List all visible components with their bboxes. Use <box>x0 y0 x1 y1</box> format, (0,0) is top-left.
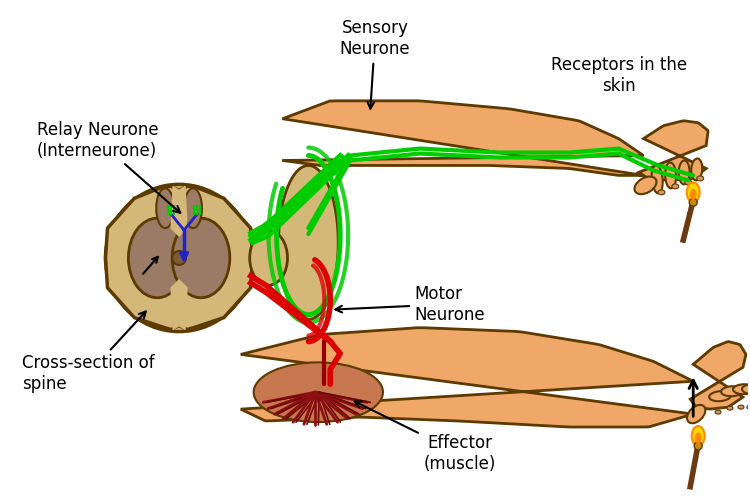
Ellipse shape <box>692 426 705 446</box>
Text: Relay Neurone
(Interneurone): Relay Neurone (Interneurone) <box>37 120 180 213</box>
Polygon shape <box>690 342 746 409</box>
Ellipse shape <box>715 410 721 414</box>
Polygon shape <box>106 186 253 330</box>
Ellipse shape <box>687 182 700 203</box>
Ellipse shape <box>672 184 679 189</box>
Text: Receptors in the
skin: Receptors in the skin <box>550 56 687 95</box>
Ellipse shape <box>710 391 731 401</box>
Ellipse shape <box>689 198 698 206</box>
Ellipse shape <box>733 384 750 394</box>
Ellipse shape <box>106 184 253 332</box>
Ellipse shape <box>697 176 703 181</box>
Ellipse shape <box>721 386 743 396</box>
Ellipse shape <box>690 189 697 200</box>
Ellipse shape <box>250 230 287 285</box>
Ellipse shape <box>692 158 702 180</box>
Polygon shape <box>278 166 338 320</box>
Ellipse shape <box>652 166 663 193</box>
Text: Motor
Neurone: Motor Neurone <box>335 285 485 324</box>
Circle shape <box>172 251 186 265</box>
Ellipse shape <box>694 432 702 444</box>
Ellipse shape <box>156 188 174 228</box>
Ellipse shape <box>634 176 656 194</box>
Ellipse shape <box>665 162 676 188</box>
Ellipse shape <box>738 405 744 409</box>
Ellipse shape <box>679 160 689 184</box>
Text: Cross-section of
spine: Cross-section of spine <box>22 312 154 393</box>
Ellipse shape <box>727 406 733 410</box>
Polygon shape <box>171 280 187 330</box>
Ellipse shape <box>254 362 383 422</box>
Ellipse shape <box>747 405 750 409</box>
Text: Sensory
Neurone: Sensory Neurone <box>340 20 410 108</box>
Ellipse shape <box>184 188 202 228</box>
Polygon shape <box>283 101 644 176</box>
Ellipse shape <box>742 384 750 394</box>
Ellipse shape <box>172 218 230 298</box>
Ellipse shape <box>685 180 692 185</box>
Ellipse shape <box>128 218 186 298</box>
Polygon shape <box>171 186 187 236</box>
Ellipse shape <box>694 442 702 450</box>
Ellipse shape <box>687 405 705 423</box>
Polygon shape <box>241 328 693 427</box>
Polygon shape <box>638 121 708 180</box>
Text: Effector
(muscle): Effector (muscle) <box>355 402 496 473</box>
Ellipse shape <box>658 190 665 195</box>
